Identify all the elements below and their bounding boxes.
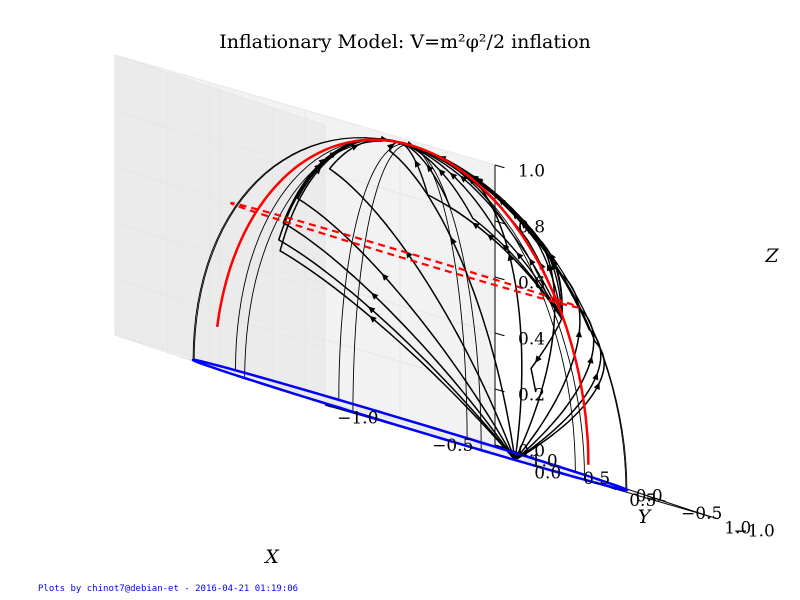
trajectory-arrow	[438, 169, 446, 177]
trajectory-arrow	[369, 315, 377, 323]
trajectory-arrow	[535, 355, 542, 363]
trajectory-arrow	[502, 244, 510, 252]
trajectory-arrow	[371, 292, 379, 300]
x-tick-label: 0.0	[534, 463, 561, 483]
z-tick-label: 0.4	[518, 330, 545, 350]
z-tick-label: 0.6	[518, 274, 545, 294]
grid-line	[114, 54, 326, 126]
grid-line	[219, 369, 601, 481]
y-tick-label: −1.0	[734, 521, 775, 541]
z-axis-label: Z	[764, 245, 779, 267]
y-tick-label: 0.0	[636, 486, 663, 506]
trajectory-arrow	[368, 306, 376, 314]
equator-circle	[191, 358, 629, 492]
y-tick	[704, 514, 719, 520]
z-tick-label: 1.0	[518, 162, 545, 182]
y-axis-label: Y	[638, 506, 653, 528]
y-tick-label: 0.5	[583, 469, 610, 489]
special-curves	[191, 138, 629, 492]
trajectory-arrow	[387, 143, 395, 151]
trajectory-arrow	[575, 330, 582, 338]
z-tick-label: 0.2	[518, 386, 545, 406]
trajectory	[401, 142, 563, 320]
z-tick	[494, 164, 505, 169]
trajectory-arrow	[593, 382, 600, 390]
trajectory-arrow	[381, 273, 389, 281]
trajectory-arrow	[314, 167, 322, 175]
trajectory-arrow	[414, 159, 421, 168]
grid-line	[114, 54, 496, 166]
latitude-circle	[230, 202, 580, 309]
trajectory-arrow	[546, 263, 553, 272]
trajectory-arrow	[552, 259, 559, 267]
trajectory-arrow	[516, 252, 524, 260]
trajectory-arrow	[472, 222, 480, 230]
x-tick-label: −0.5	[432, 436, 473, 456]
trajectory-arrow	[507, 253, 514, 262]
trajectory-loop	[530, 318, 563, 393]
x-axis-label: X	[263, 546, 280, 568]
grid-line	[114, 166, 496, 278]
z-tick	[494, 276, 505, 281]
y-tick	[652, 497, 666, 502]
tick-labels: −1.0−0.50.00.51.0−1.0−0.50.00.51.00.00.2…	[263, 162, 779, 569]
x-tick-label: 0.5	[629, 491, 656, 511]
grid-line	[114, 110, 326, 182]
grid-line	[114, 166, 326, 238]
x-tick-label: −1.0	[337, 408, 378, 428]
footer-credit: Plots by chinot7@debian-et - 2016-04-21 …	[38, 584, 299, 594]
axis-panes	[115, 55, 705, 515]
x-tick	[324, 404, 332, 408]
z-tick-label: 0.8	[518, 218, 545, 238]
trajectory-arrow	[450, 237, 457, 245]
grid-line	[114, 222, 496, 334]
x-tick-label: 1.0	[724, 518, 751, 538]
grid-line	[114, 222, 326, 294]
grid-line	[114, 278, 496, 390]
y-tick-label: 1.0	[531, 451, 558, 471]
trajectory-arrow	[318, 158, 326, 166]
trajectory-arrow	[592, 372, 599, 381]
trajectory-arrow	[587, 356, 594, 364]
trajectory	[401, 142, 563, 320]
chart-title: Inflationary Model: V=m²φ²/2 inflation	[219, 31, 591, 53]
trajectory	[401, 142, 563, 320]
trajectory-arrow	[449, 172, 458, 180]
y-tick-label: −0.5	[681, 504, 722, 524]
z-tick-label: 0.0	[518, 442, 545, 462]
trajectory-arrow	[551, 262, 558, 271]
z-tick	[494, 332, 505, 337]
